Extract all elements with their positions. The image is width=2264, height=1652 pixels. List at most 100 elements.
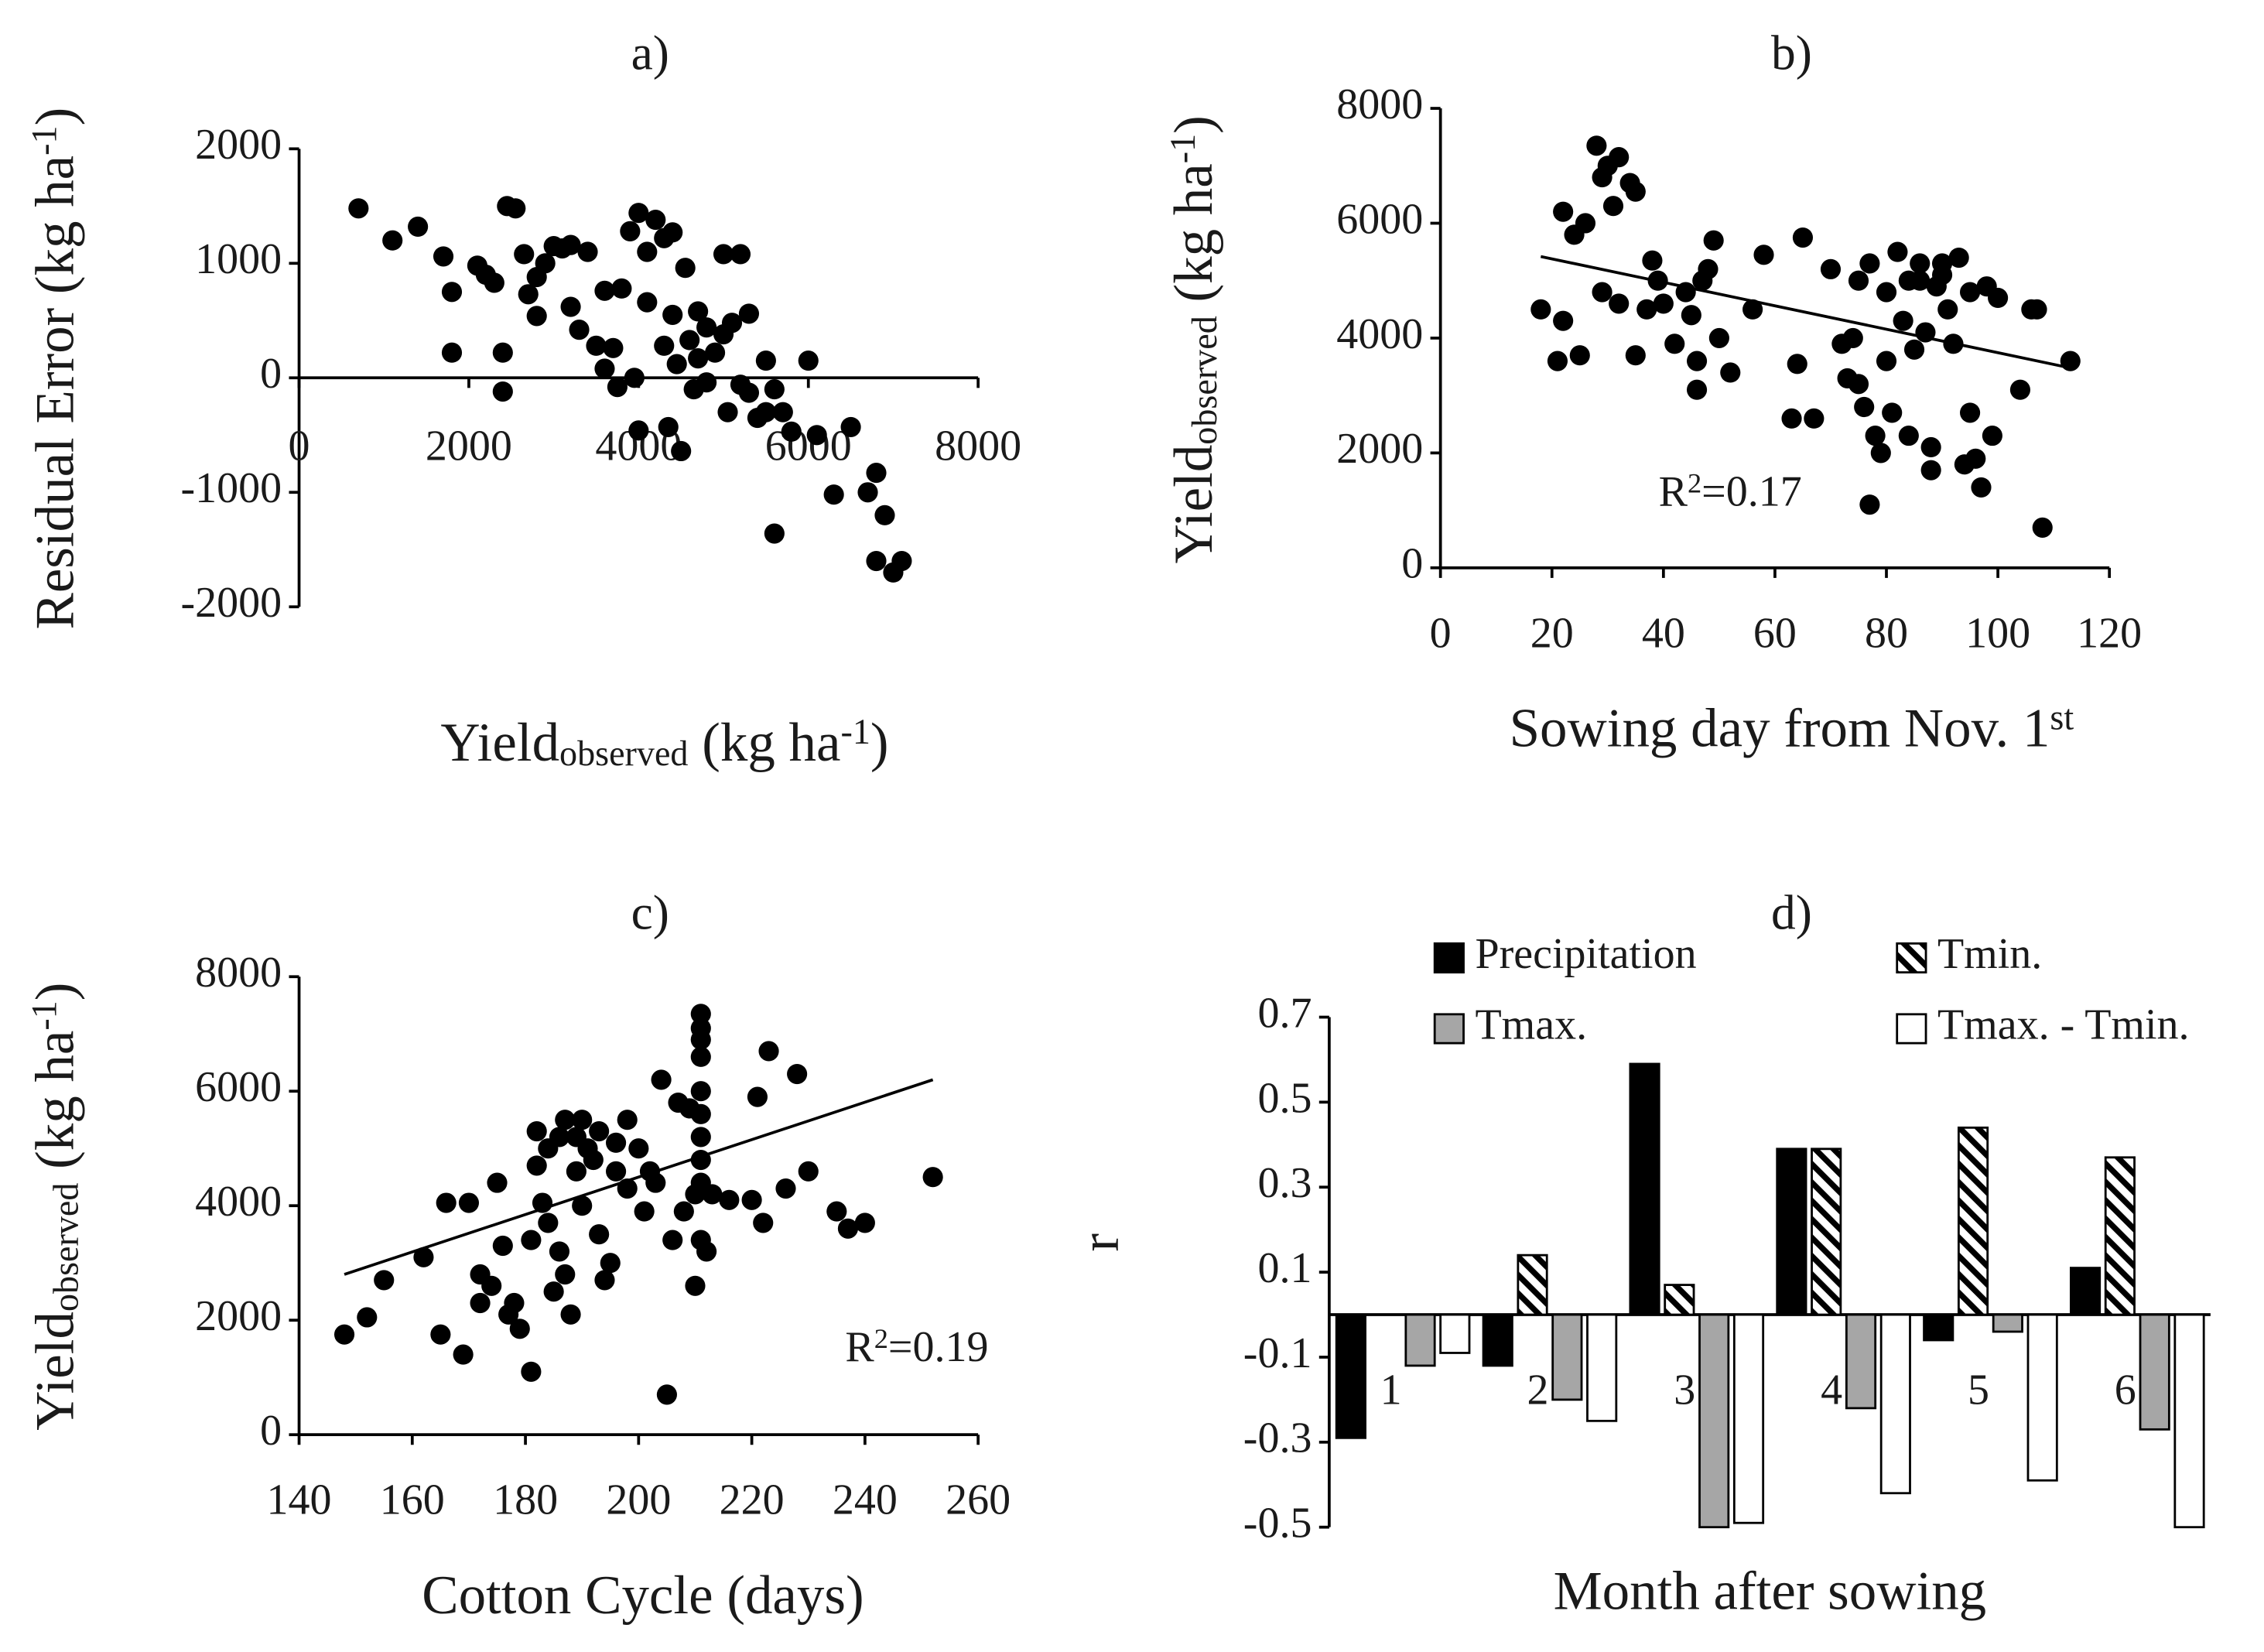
label-part: 2 — [1688, 467, 1701, 498]
point — [382, 230, 403, 251]
bar — [1732, 1313, 1765, 1524]
x-tick-label: 4 — [1821, 1366, 1842, 1414]
point — [1898, 426, 1919, 446]
point — [1530, 299, 1551, 320]
point — [1609, 293, 1630, 314]
point — [521, 1361, 542, 1382]
point — [866, 550, 887, 572]
bar — [1957, 1126, 1989, 1316]
x-tick-label: 3 — [1674, 1366, 1695, 1414]
point — [538, 1212, 559, 1233]
point — [2026, 299, 2047, 320]
legend-swatch — [1433, 1013, 1465, 1045]
point — [685, 1275, 706, 1296]
point — [1703, 230, 1724, 251]
bar — [1845, 1313, 1877, 1410]
x-tick-label: 100 — [1965, 609, 2030, 657]
point — [837, 1218, 859, 1239]
y-tick-label: 0.1 — [1257, 1244, 1312, 1292]
point — [704, 342, 726, 363]
bar — [1664, 1284, 1695, 1316]
point — [374, 1270, 395, 1291]
point — [755, 402, 776, 422]
y-tick-label: -0.5 — [1243, 1500, 1312, 1548]
point — [1708, 327, 1729, 349]
bar — [1551, 1313, 1583, 1401]
label-part: Month after sowing — [1554, 1561, 1987, 1622]
x-tick-label: 240 — [833, 1476, 898, 1524]
x-tick-label: 8000 — [935, 422, 1021, 470]
point — [1982, 426, 2002, 446]
point — [1931, 265, 1953, 286]
legend-label: Precipitation — [1475, 930, 1696, 978]
bar — [1586, 1313, 1618, 1422]
point — [1910, 270, 1931, 291]
x-tick-label: 2 — [1527, 1366, 1548, 1414]
point — [1882, 402, 1903, 423]
point — [628, 420, 649, 441]
point — [826, 1201, 847, 1222]
point — [1547, 351, 1568, 371]
point — [430, 1324, 451, 1345]
label-part: observed — [46, 1183, 86, 1312]
x-tick-label: 120 — [2077, 609, 2142, 657]
point — [688, 301, 709, 322]
point — [481, 1275, 502, 1296]
point — [1625, 345, 1646, 366]
label-part: observed — [1185, 316, 1224, 444]
point — [662, 222, 683, 243]
point — [572, 1110, 593, 1130]
point — [1636, 299, 1657, 320]
bar — [2104, 1156, 2136, 1316]
point — [1664, 333, 1685, 354]
point — [509, 1319, 530, 1339]
point — [775, 1178, 796, 1199]
label-part: =0.17 — [1701, 467, 1802, 515]
point — [600, 1253, 621, 1274]
bar — [1923, 1313, 1954, 1342]
label-part: Residual Error (kg ha — [26, 156, 86, 630]
x-axis-label: Sowing day from Nov. 1st — [1510, 698, 2074, 759]
point — [1787, 354, 1807, 375]
point — [560, 1304, 581, 1325]
label-part: ) — [26, 983, 86, 1001]
point — [1960, 282, 1981, 303]
label-part: -1 — [840, 713, 870, 752]
legend-swatch — [1896, 1013, 1927, 1045]
point — [787, 1063, 808, 1085]
bar — [2026, 1313, 2058, 1482]
point — [1553, 310, 1574, 331]
annotation: R2=0.17 — [1659, 467, 1802, 515]
x-tick-label: 5 — [1968, 1366, 1989, 1414]
y-tick-label: 4000 — [195, 1178, 282, 1226]
point — [611, 278, 632, 299]
y-tick-label: 0 — [260, 350, 282, 398]
point — [514, 244, 535, 265]
point — [1625, 181, 1646, 202]
bar — [1629, 1062, 1660, 1316]
point — [470, 1292, 491, 1314]
x-tick-label: 2000 — [426, 422, 512, 470]
point — [738, 382, 760, 403]
point — [535, 253, 556, 274]
label-part: r — [1070, 1233, 1130, 1252]
x-tick-label: 60 — [1753, 609, 1797, 657]
bar — [1811, 1148, 1842, 1316]
point — [543, 1281, 564, 1302]
y-tick-label: 0.5 — [1257, 1074, 1312, 1122]
point — [518, 284, 539, 305]
point — [717, 402, 738, 422]
panel-title: c) — [631, 884, 669, 939]
y-axis-label: Yieldobserved (kg ha-1) — [1163, 115, 1224, 563]
panel-title: d) — [1771, 884, 1812, 939]
y-tick-label: 6000 — [1336, 195, 1423, 243]
bar — [1879, 1313, 1911, 1495]
label-part: R — [1659, 467, 1688, 515]
x-tick-label: 20 — [1530, 609, 1574, 657]
point — [453, 1344, 474, 1365]
point — [2009, 379, 2030, 400]
point — [764, 523, 785, 544]
point — [589, 1224, 610, 1245]
point — [1602, 196, 1624, 217]
point — [645, 1172, 666, 1193]
